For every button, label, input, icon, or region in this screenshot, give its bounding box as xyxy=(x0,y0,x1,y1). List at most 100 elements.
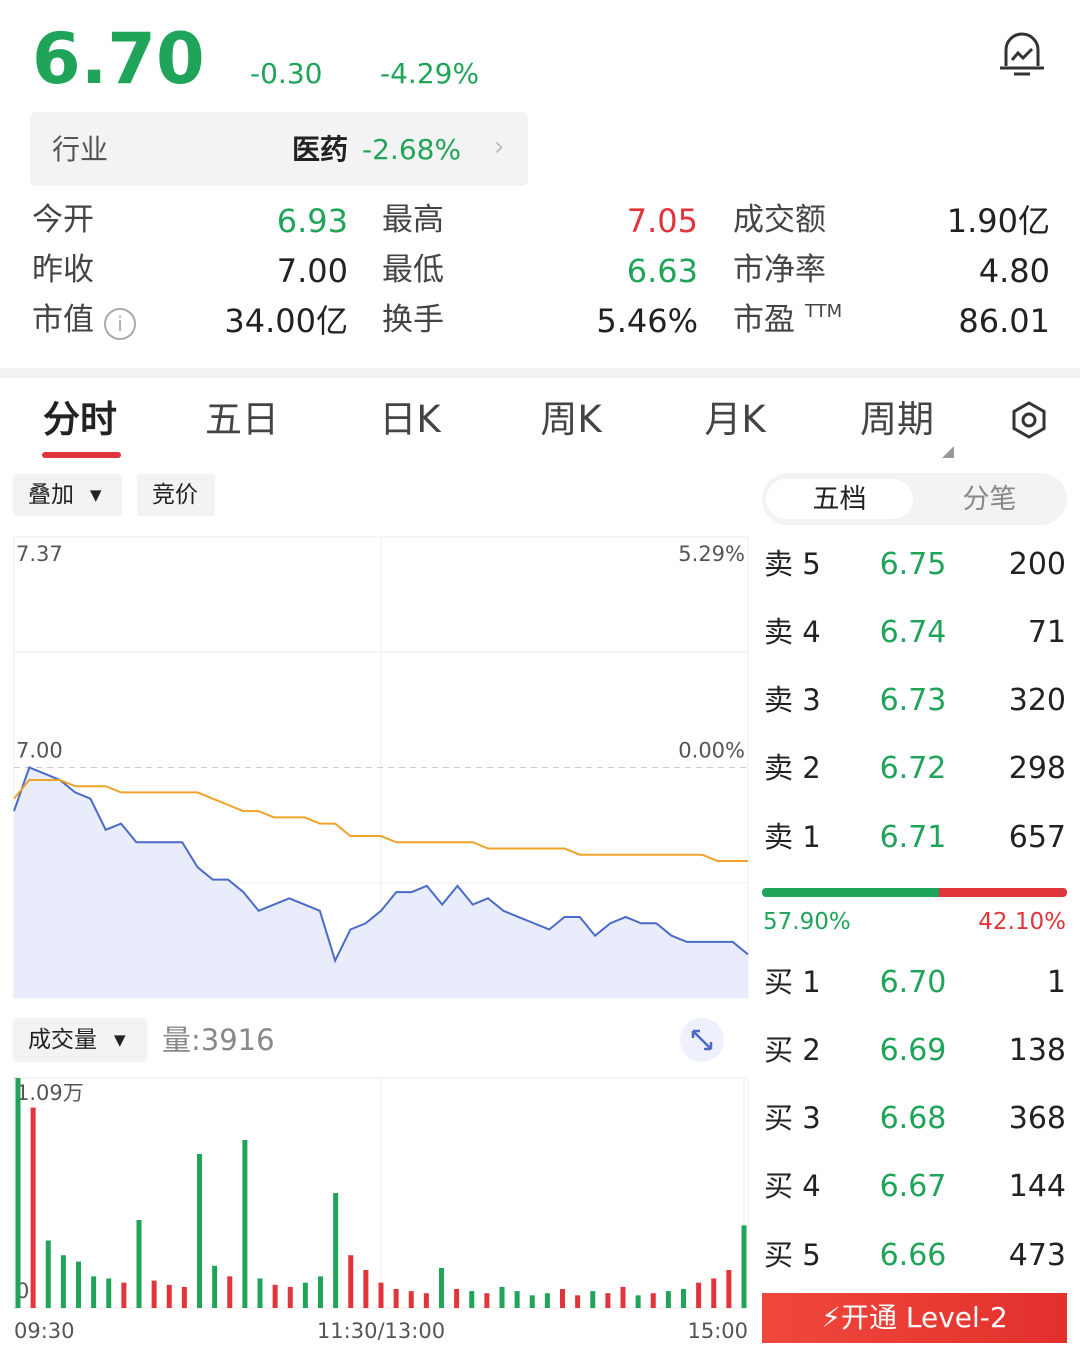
volume-bar xyxy=(227,1276,233,1308)
volume-bar xyxy=(15,1078,21,1308)
tab[interactable]: 月K xyxy=(704,398,766,441)
settings-icon[interactable] xyxy=(1009,400,1049,440)
book-price: 6.68 xyxy=(879,1101,947,1136)
volume-bar xyxy=(287,1286,293,1308)
stat-value: 7.00 xyxy=(276,252,348,290)
book-label: 买 1 xyxy=(764,965,821,999)
tab-underline xyxy=(42,452,121,458)
book-tab-selected xyxy=(766,479,913,519)
y-tick-label: 7.00 xyxy=(16,739,63,763)
volume-menu[interactable] xyxy=(13,1018,147,1062)
book-label: 买 2 xyxy=(764,1033,821,1067)
stat-label: 换手 xyxy=(382,302,444,338)
volume-bar xyxy=(423,1293,429,1308)
divider xyxy=(0,368,1080,378)
industry-row[interactable] xyxy=(30,112,528,186)
x-tick-label: 11:30/13:00 xyxy=(317,1319,445,1343)
y2-tick-label: 5.29% xyxy=(678,542,745,566)
ratio-buy xyxy=(762,888,939,897)
sell-ratio: 42.10% xyxy=(978,909,1066,935)
auction-text: 竞价 xyxy=(152,482,198,508)
book-qty: 1 xyxy=(1046,965,1066,1000)
info-icon: i xyxy=(104,308,136,340)
volume-bar xyxy=(575,1295,581,1308)
dropdown-arrow: ▼ xyxy=(90,486,102,504)
book-qty: 657 xyxy=(1008,820,1066,855)
stat-label: 最低 xyxy=(382,252,444,288)
tab[interactable]: 五日 xyxy=(205,398,279,441)
volume-bar xyxy=(741,1225,747,1308)
volume-bar xyxy=(454,1289,460,1308)
stat-value: 4.80 xyxy=(978,252,1050,290)
book-label: 卖 1 xyxy=(764,820,821,854)
alert-icon[interactable] xyxy=(992,26,1052,86)
average-line xyxy=(13,778,748,862)
book-label: 卖 2 xyxy=(764,751,821,785)
volume-bar xyxy=(197,1153,202,1308)
level2-button[interactable] xyxy=(762,1293,1067,1343)
chevron: › xyxy=(494,132,505,162)
book-tab[interactable]: 五档 xyxy=(812,484,867,515)
book-label: 卖 5 xyxy=(764,547,821,581)
tab[interactable]: 日K xyxy=(379,398,441,441)
tab[interactable]: 分时 xyxy=(43,398,117,441)
volume-bar xyxy=(665,1291,671,1308)
overlay-text: 叠加 xyxy=(28,482,74,508)
book-label: 买 4 xyxy=(764,1169,821,1203)
volume-bar xyxy=(393,1289,399,1308)
book-price: 6.74 xyxy=(879,615,947,650)
volume-bar xyxy=(76,1261,81,1308)
book-price: 6.70 xyxy=(879,965,947,1000)
stat-value: 7.05 xyxy=(626,202,698,240)
stat-value: 6.63 xyxy=(626,252,698,290)
auction-button[interactable] xyxy=(137,474,215,516)
book-tab[interactable]: 分笔 xyxy=(962,484,1017,515)
volume-label: 量:3916 xyxy=(162,1023,275,1057)
book-qty: 368 xyxy=(1008,1101,1066,1136)
book-qty: 200 xyxy=(1008,547,1066,582)
book-price: 6.71 xyxy=(879,820,947,855)
book-price: 6.73 xyxy=(879,683,947,718)
volume-bar xyxy=(333,1193,339,1308)
industry-name: 医药 xyxy=(292,133,349,166)
stat-value: 86.01 xyxy=(958,302,1050,340)
book-label: 买 5 xyxy=(764,1238,821,1272)
book-price: 6.66 xyxy=(879,1238,947,1273)
stat-value: 1.90亿 xyxy=(946,202,1050,240)
volume-bar xyxy=(696,1282,702,1308)
volume-bar xyxy=(136,1220,142,1308)
volume-bar xyxy=(121,1282,127,1308)
level2-label: 开通 Level-2 xyxy=(840,1301,1008,1334)
volume-bar xyxy=(529,1295,535,1308)
price-line xyxy=(13,766,749,964)
volume-bar xyxy=(711,1278,717,1308)
x-tick-label: 15:00 xyxy=(687,1319,748,1343)
stat-sup: TTM xyxy=(805,301,843,322)
book-price: 6.72 xyxy=(879,751,947,786)
book-qty: 298 xyxy=(1008,751,1066,786)
change-pct: -4.29% xyxy=(380,57,480,90)
price-area xyxy=(14,767,748,998)
industry-change: -2.68% xyxy=(362,133,462,166)
book-label: 买 3 xyxy=(764,1101,821,1135)
volume-bar xyxy=(469,1291,475,1308)
volume-bar xyxy=(348,1255,354,1308)
volume-bar xyxy=(544,1293,550,1308)
tab[interactable]: 周期 xyxy=(860,398,934,441)
book-price: 6.75 xyxy=(879,547,947,582)
expand-icon[interactable] xyxy=(679,1017,725,1063)
volume-bar xyxy=(590,1291,596,1308)
volume-bar xyxy=(151,1280,157,1308)
volume-bar xyxy=(60,1255,66,1308)
stat-label: 市盈 xyxy=(733,302,795,338)
stat-value: 5.46% xyxy=(596,302,698,340)
volume-bar xyxy=(106,1278,112,1308)
overlay-button[interactable] xyxy=(13,474,122,516)
volume-bar xyxy=(499,1286,505,1308)
book-qty: 71 xyxy=(1027,615,1066,650)
corner-mark xyxy=(942,446,954,458)
book-qty: 144 xyxy=(1008,1169,1066,1204)
tab[interactable]: 周K xyxy=(540,398,602,441)
volume-bar xyxy=(650,1293,656,1308)
